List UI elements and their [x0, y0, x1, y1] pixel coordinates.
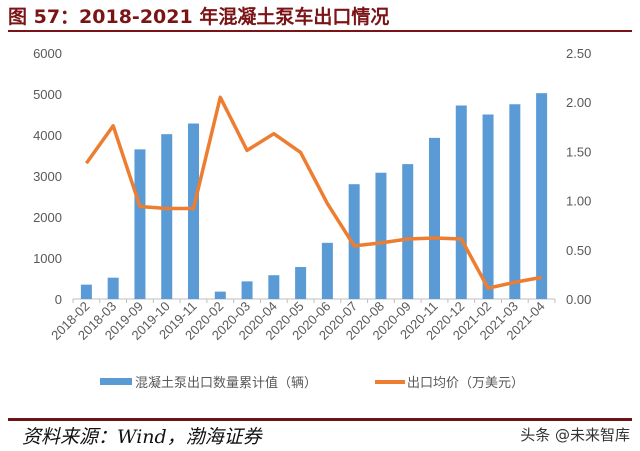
- bar: [134, 149, 146, 299]
- right-tick-label: 0.50: [566, 243, 591, 258]
- legend-line-label: 出口均价（万美元）: [407, 375, 524, 390]
- legend-bar-swatch: [100, 378, 132, 385]
- right-tick-label: 2.50: [566, 46, 591, 61]
- left-tick-label: 1000: [33, 251, 62, 266]
- right-tick-label: 1.00: [566, 194, 591, 209]
- left-tick-label: 5000: [33, 87, 62, 102]
- bar: [80, 284, 92, 299]
- chart: 0 1000 2000 3000 4000 5000 6000 0.00 0.50 1.00 1.5…: [33, 46, 591, 390]
- right-tick-label: 2.00: [566, 95, 591, 110]
- bar: [161, 134, 173, 299]
- legend-bar-label: 混凝土泵出口数量累计值（辆）: [135, 375, 317, 390]
- bar: [348, 184, 360, 299]
- bar: [321, 242, 333, 299]
- bar: [188, 123, 199, 300]
- right-tick-label: 1.50: [566, 144, 591, 159]
- source-note: 资料来源：Wind，渤海证券: [22, 426, 262, 448]
- bar: [241, 281, 253, 299]
- bar: [268, 275, 280, 299]
- left-tick-label: 3000: [33, 169, 62, 184]
- legend-line-swatch: [375, 380, 405, 384]
- bar: [402, 164, 414, 299]
- bar: [536, 93, 548, 300]
- price-line: [84, 95, 542, 290]
- left-tick-label: 0: [55, 292, 62, 307]
- bar: [455, 105, 467, 299]
- left-tick-label: 2000: [33, 210, 62, 225]
- bar: [295, 267, 307, 299]
- chart-title: 图 57：2018-2021 年混凝土泵车出口情况: [8, 6, 390, 28]
- left-tick-label: 6000: [33, 46, 62, 61]
- watermark: 头条 @未来智库: [520, 426, 630, 444]
- bar: [482, 114, 494, 299]
- title-divider: [8, 30, 632, 32]
- source-divider: [8, 418, 632, 421]
- bar: [214, 291, 226, 299]
- bar: [509, 104, 521, 299]
- left-tick-label: 4000: [33, 128, 62, 143]
- bar: [107, 277, 119, 299]
- bar: [429, 137, 440, 299]
- right-tick-label: 0.00: [566, 292, 591, 307]
- bar: [375, 172, 387, 299]
